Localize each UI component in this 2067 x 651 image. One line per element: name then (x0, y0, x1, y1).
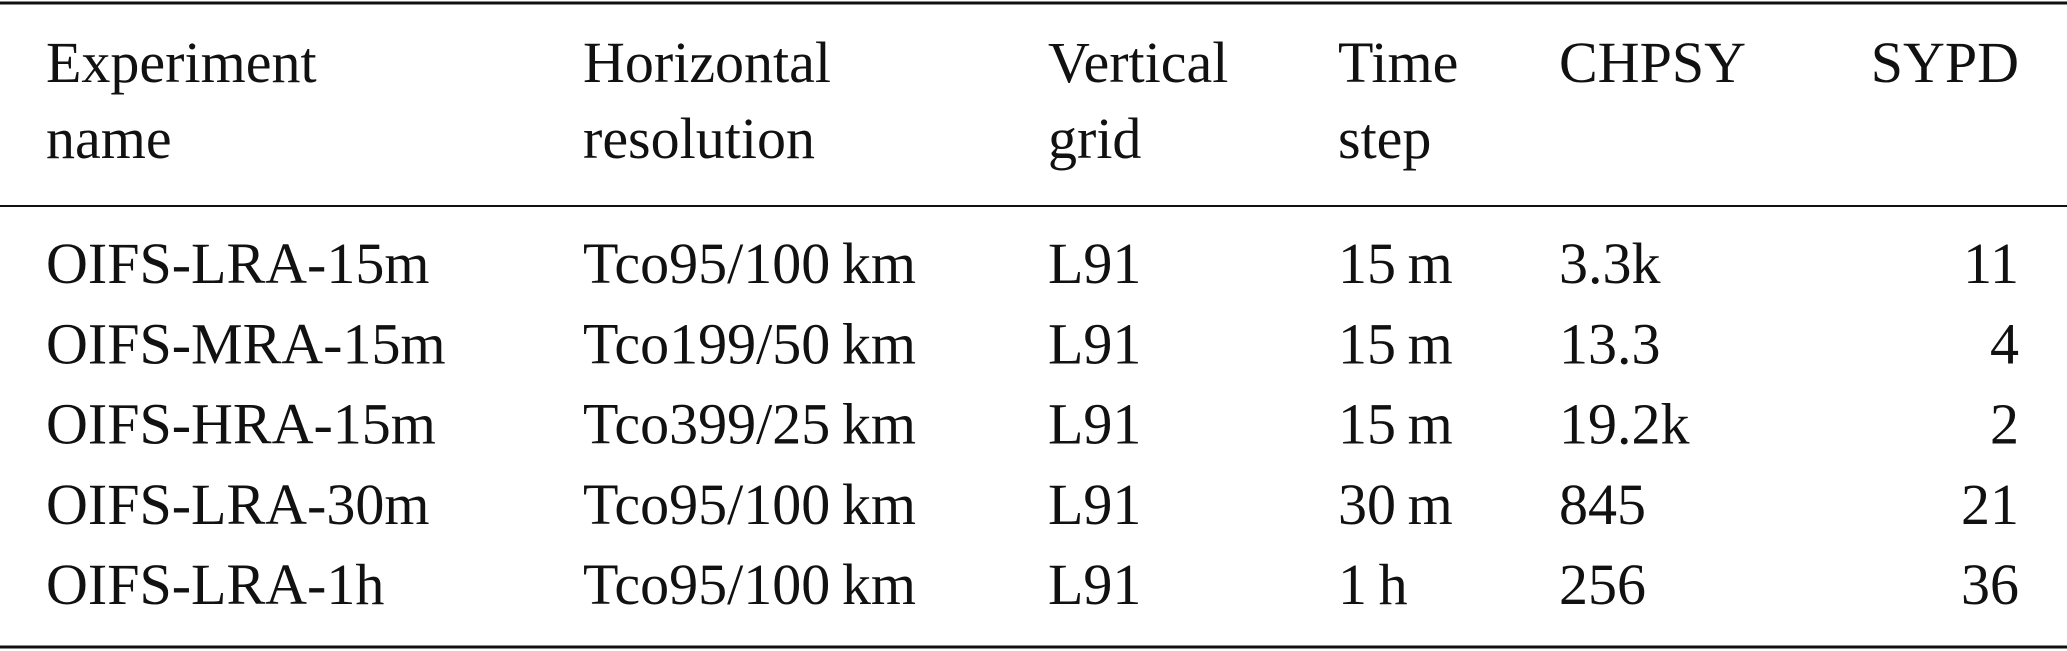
table-cell: 11 (1963, 231, 2019, 296)
header-cell: CHPSY (1559, 30, 1746, 95)
table-cell: OIFS-LRA-1h (46, 552, 384, 617)
table-cell: 21 (1961, 472, 2019, 537)
table-cell: 15 m (1338, 231, 1453, 296)
table-cell: Tco95/100 km (583, 472, 916, 537)
header-cell: Vertical (1048, 30, 1228, 95)
table-cell: OIFS-HRA-15m (46, 392, 436, 457)
table-cell: L91 (1048, 552, 1141, 617)
header-cell: resolution (583, 106, 815, 171)
table-cell: 256 (1559, 552, 1646, 617)
table-cell: 30 m (1338, 472, 1453, 537)
table-cell: Tco95/100 km (583, 231, 916, 296)
table-cell: 13.3 (1559, 311, 1661, 376)
table-cell: 3.3k (1559, 231, 1661, 296)
table-cell: OIFS-MRA-15m (46, 311, 446, 376)
header-cell: Horizontal (583, 30, 831, 95)
header-cell: step (1338, 106, 1431, 171)
table-cell: L91 (1048, 472, 1141, 537)
table-cell: 36 (1961, 552, 2019, 617)
table-cell: Tco199/50 km (583, 311, 916, 376)
header-cell: SYPD (1871, 30, 2019, 95)
table-cell: OIFS-LRA-15m (46, 231, 429, 296)
table-cell: 19.2k (1559, 392, 1690, 457)
header-cell: name (46, 106, 172, 171)
table-cell: 15 m (1338, 311, 1453, 376)
table-cell: L91 (1048, 231, 1141, 296)
table-cell: Tco399/25 km (583, 392, 916, 457)
table-cell: L91 (1048, 311, 1141, 376)
table-cell: 15 m (1338, 392, 1453, 457)
table-cell: 1 h (1338, 552, 1408, 617)
table-cell: Tco95/100 km (583, 552, 916, 617)
header-cell: Experiment (46, 30, 317, 95)
table-cell: 2 (1990, 392, 2019, 457)
table-cell: L91 (1048, 392, 1141, 457)
table-cell: OIFS-LRA-30m (46, 472, 429, 537)
header-cell: grid (1048, 106, 1141, 171)
table-cell: 4 (1990, 311, 2019, 376)
header-cell: Time (1338, 30, 1458, 95)
table-cell: 845 (1559, 472, 1646, 537)
